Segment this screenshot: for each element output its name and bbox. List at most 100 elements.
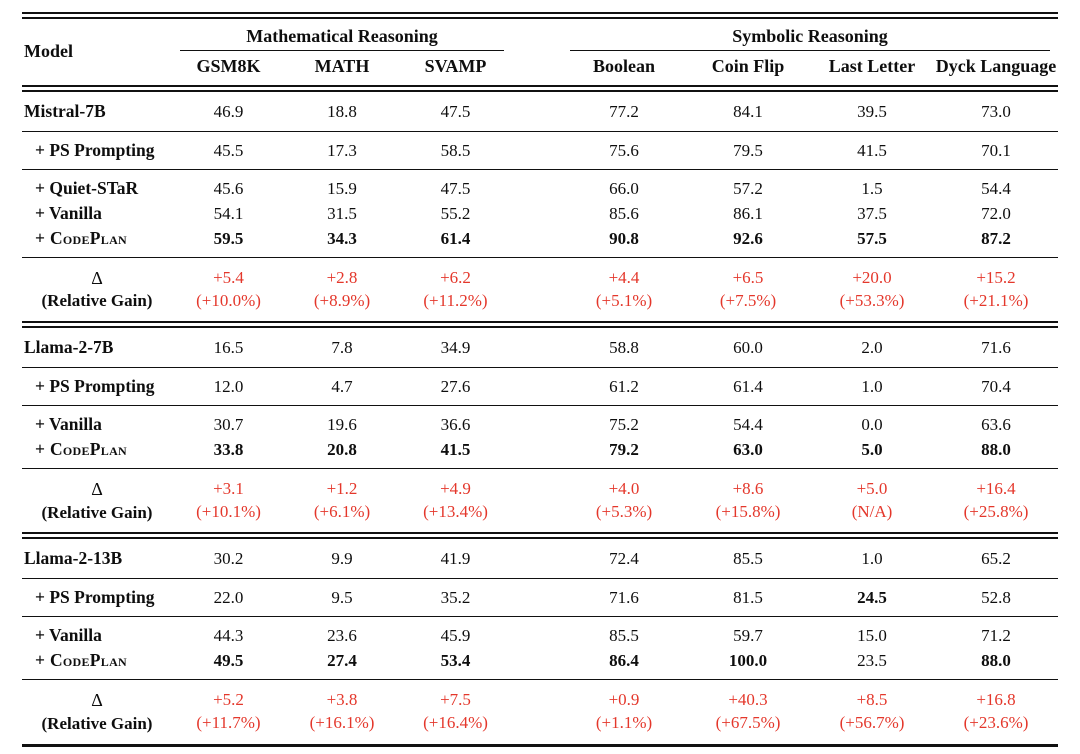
method-row-llama-2-13b-vanilla: + Vanilla 44.3 23.6 45.9 85.5 59.7 15.0 71.2 xyxy=(22,623,1058,648)
delta-relative-gain: (+53.3%) xyxy=(839,290,905,310)
delta-absolute-gain: +6.2 xyxy=(440,267,471,287)
delta-value: +1.2 (+6.1%) xyxy=(285,478,399,524)
method-row-llama-2-7b-ps-prompting-value: 70.4 xyxy=(981,376,1011,396)
model-row-mistral-7b-label: Mistral-7B xyxy=(24,101,106,121)
method-row-llama-2-7b-codeplan-value: 33.8 xyxy=(213,439,244,459)
rule xyxy=(22,616,1058,618)
delta-value: +16.8 (+23.6%) xyxy=(934,689,1058,735)
delta-value: +3.1 (+10.1%) xyxy=(172,478,285,524)
method-row-llama-2-13b-ps-prompting-value: 81.5 xyxy=(733,587,763,607)
method-row-mistral-7b-quiet-star-value: 57.2 xyxy=(733,178,763,198)
delta-relative-gain: (+21.1%) xyxy=(963,290,1029,310)
method-row-llama-2-13b-vanilla-value: 23.6 xyxy=(327,625,357,645)
delta-caption: (Relative Gain) xyxy=(41,291,153,311)
method-row-mistral-7b-vanilla-value: 72.0 xyxy=(981,203,1011,223)
method-row-wrap: + PS Prompting 45.5 17.3 58.5 75.6 79.5 41.5 70… xyxy=(22,138,1058,163)
method-row-llama-2-13b-codeplan-label: + CodePlan xyxy=(35,650,128,671)
delta-value: +6.5 (+7.5%) xyxy=(686,267,810,313)
group-header-mathematical-reasoning: Mathematical Reasoning xyxy=(180,26,504,51)
method-row-llama-2-7b-vanilla-value: 36.6 xyxy=(440,414,471,434)
method-row-mistral-7b-ps-prompting-value: 79.5 xyxy=(733,140,763,160)
method-row-llama-2-13b-codeplan-value: 100.0 xyxy=(728,650,768,670)
method-row-wrap: + Vanilla 30.7 19.6 36.6 75.2 54.4 0.0 63.6 xyxy=(22,412,1058,437)
method-row-llama-2-7b-codeplan-label: + CodePlan xyxy=(35,439,128,460)
delta-absolute-gain: +16.8 xyxy=(976,690,1016,710)
section-rule xyxy=(22,321,1058,329)
method-row-mistral-7b-codeplan: + CodePlan 59.5 34.3 61.4 90.8 92.6 57.5 87.2 xyxy=(22,226,1058,251)
table-body: Mistral-7B 46.9 18.8 47.5 77.2 84.1 39.5 73.0 + … xyxy=(22,92,1058,744)
delta-label: Δ (Relative Gain) xyxy=(22,477,172,524)
top-rule xyxy=(22,12,1058,19)
method-row-llama-2-7b-vanilla: + Vanilla 30.7 19.6 36.6 75.2 54.4 0.0 63.6 xyxy=(22,412,1058,437)
model-row-llama-2-7b-value: 60.0 xyxy=(733,337,763,357)
model-row-llama-2-13b: Llama-2-13B 30.2 9.9 41.9 72.4 85.5 1.0 65.2 xyxy=(22,539,1058,578)
method-row-llama-2-7b-codeplan-value: 63.0 xyxy=(733,439,763,459)
delta-row-mistral-7b: Δ (Relative Gain) +5.4 (+10.0%) +2.8 (+8.9%) +… xyxy=(22,258,1058,321)
method-row-wrap: + Vanilla 44.3 23.6 45.9 85.5 59.7 15.0 71.2 xyxy=(22,623,1058,648)
method-row-llama-2-13b-codeplan-value: 49.5 xyxy=(213,650,244,670)
column-header-last-letter: Last Letter xyxy=(828,55,916,76)
model-row-llama-2-7b-value: 16.5 xyxy=(213,337,244,357)
delta-absolute-gain: +4.0 xyxy=(608,478,640,498)
rule xyxy=(22,468,1058,470)
method-row-llama-2-7b-vanilla-value: 19.6 xyxy=(327,414,357,434)
method-row-llama-2-7b-ps-prompting-label: + PS Prompting xyxy=(35,376,155,397)
delta-relative-gain: (+16.4%) xyxy=(423,713,488,733)
column-header-gsm8k: GSM8K xyxy=(196,55,261,76)
section-rule xyxy=(22,532,1058,540)
method-row-mistral-7b-codeplan-value: 87.2 xyxy=(981,228,1011,248)
rule xyxy=(22,679,1058,681)
delta-absolute-gain: +4.4 xyxy=(608,267,640,287)
method-row-mistral-7b-ps-prompting-value: 41.5 xyxy=(857,140,887,160)
method-row-mistral-7b-codeplan-value: 90.8 xyxy=(609,228,639,248)
method-row-mistral-7b-vanilla-value: 86.1 xyxy=(733,203,763,223)
method-row-llama-2-7b-vanilla-value: 0.0 xyxy=(861,414,883,434)
method-row-llama-2-13b-vanilla-value: 15.0 xyxy=(857,625,887,645)
method-row-llama-2-13b-vanilla-value: 45.9 xyxy=(440,625,471,645)
method-row-llama-2-7b-vanilla-value: 63.6 xyxy=(981,414,1011,434)
delta-relative-gain: (+15.8%) xyxy=(715,501,781,521)
method-row-mistral-7b-vanilla-value: 37.5 xyxy=(857,203,887,223)
delta-relative-gain: (N/A) xyxy=(851,501,893,521)
delta-relative-gain: (+67.5%) xyxy=(715,713,781,733)
rule xyxy=(22,405,1058,407)
model-row-mistral-7b-value: 84.1 xyxy=(733,101,763,121)
delta-symbol: Δ xyxy=(91,479,103,500)
method-row-mistral-7b-ps-prompting-label: + PS Prompting xyxy=(35,140,155,160)
method-row-mistral-7b-ps-prompting-value: 70.1 xyxy=(981,140,1011,160)
method-row-mistral-7b-quiet-star-value: 66.0 xyxy=(609,178,639,198)
method-row-mistral-7b-codeplan-value: 61.4 xyxy=(440,228,471,248)
model-row-mistral-7b-value: 77.2 xyxy=(609,101,639,121)
method-row-llama-2-7b-codeplan: + CodePlan 33.8 20.8 41.5 79.2 63.0 5.0 88.0 xyxy=(22,437,1058,462)
delta-row-llama-2-7b: Δ (Relative Gain) +3.1 (+10.1%) +1.2 (+6.1%) +… xyxy=(22,469,1058,532)
delta-value: +16.4 (+25.8%) xyxy=(934,478,1058,524)
method-block: + PS Prompting 12.0 4.7 27.6 61.2 61.4 1.0 70.4 xyxy=(22,368,1058,405)
delta-absolute-gain: +3.1 xyxy=(213,478,244,498)
delta-absolute-gain: +8.5 xyxy=(856,690,888,710)
delta-absolute-gain: +6.5 xyxy=(732,267,764,287)
method-row-mistral-7b-codeplan-value: 34.3 xyxy=(327,228,357,248)
method-block: + PS Prompting 22.0 9.5 35.2 71.6 81.5 24.5 52.… xyxy=(22,579,1058,616)
rule xyxy=(22,367,1058,369)
model-row-llama-2-7b-value: 71.6 xyxy=(981,337,1011,357)
column-header-boolean: Boolean xyxy=(592,55,655,76)
delta-absolute-gain: +40.3 xyxy=(728,690,768,710)
method-block: + Quiet-STaR 45.6 15.9 47.5 66.0 57.2 1.5 54.4 +… xyxy=(22,170,1058,257)
delta-relative-gain: (+5.1%) xyxy=(595,290,653,310)
delta-relative-gain: (+10.1%) xyxy=(196,501,261,521)
delta-label: Δ (Relative Gain) xyxy=(22,266,172,313)
method-row-llama-2-13b-codeplan: + CodePlan 49.5 27.4 53.4 86.4 100.0 23.5 88.0 xyxy=(22,648,1058,673)
delta-value: +8.6 (+15.8%) xyxy=(686,478,810,524)
rule xyxy=(22,131,1058,132)
method-row-mistral-7b-quiet-star-label: + Quiet-STaR xyxy=(35,178,139,198)
method-row-mistral-7b-vanilla: + Vanilla 54.1 31.5 55.2 85.6 86.1 37.5 72.0 xyxy=(22,201,1058,226)
model-row-llama-2-7b-value: 58.8 xyxy=(609,337,639,357)
method-row-mistral-7b-ps-prompting-value: 45.5 xyxy=(213,140,244,160)
method-row-llama-2-13b-vanilla-value: 59.7 xyxy=(733,625,763,645)
model-row-llama-2-7b: Llama-2-7B 16.5 7.8 34.9 58.8 60.0 2.0 71.6 xyxy=(22,328,1058,367)
model-row-llama-2-13b-value: 30.2 xyxy=(213,548,244,568)
delta-row-llama-2-13b: Δ (Relative Gain) +5.2 (+11.7%) +3.8 (+16.1%)… xyxy=(22,680,1058,743)
method-row-wrap: + Quiet-STaR 45.6 15.9 47.5 66.0 57.2 1.5 54.4 xyxy=(22,176,1058,201)
method-row-mistral-7b-quiet-star: + Quiet-STaR 45.6 15.9 47.5 66.0 57.2 1.5 54.4 xyxy=(22,176,1058,201)
delta-absolute-gain: +15.2 xyxy=(976,267,1016,287)
